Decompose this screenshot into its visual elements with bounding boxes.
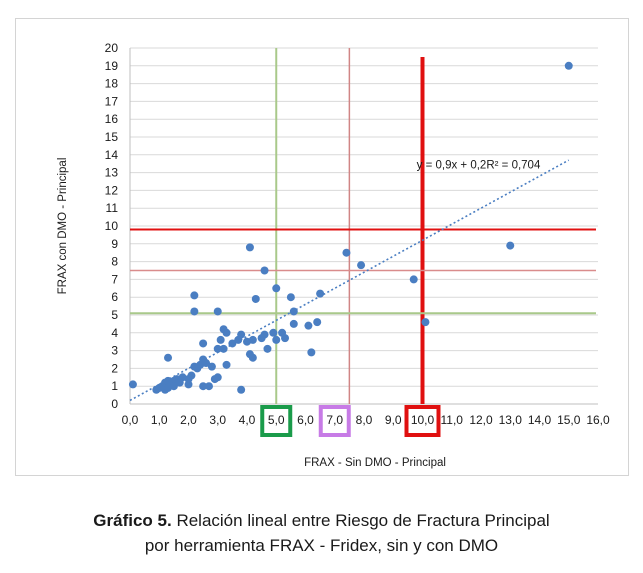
caption-line2: por herramienta FRAX - Fridex, sin y con… (144, 536, 499, 555)
caption-line1: Relación lineal entre Riesgo de Fractura… (171, 511, 550, 530)
data-point (289, 319, 298, 328)
data-point (506, 241, 515, 250)
data-point (251, 294, 260, 303)
data-point (260, 330, 269, 339)
data-point (286, 293, 295, 302)
data-point (357, 261, 366, 270)
x-tick-label: 1,0 (151, 413, 168, 427)
tick-highlight-box (404, 405, 441, 437)
y-tick-label: 7 (111, 272, 118, 286)
x-tick-label: 16,0 (586, 413, 610, 427)
data-point (190, 307, 199, 316)
y-tick-label: 11 (106, 201, 119, 215)
y-tick-label: 15 (105, 130, 119, 144)
y-tick-label: 12 (105, 183, 119, 197)
y-tick-label: 16 (105, 112, 119, 126)
x-axis-title: FRAX - Sin DMO - Principal (304, 457, 446, 469)
y-tick-label: 13 (105, 166, 119, 180)
x-tick-label: 3,0 (209, 413, 226, 427)
data-point (237, 385, 246, 394)
y-axis-title: FRAX con DMO - Principal (57, 158, 69, 295)
y-tick-label: 20 (105, 41, 119, 55)
y-tick-label: 17 (105, 94, 119, 108)
figure-caption: Gráfico 5. Relación lineal entre Riesgo … (0, 508, 643, 558)
data-point (222, 360, 231, 369)
x-tick-label: 13,0 (499, 413, 523, 427)
data-point (245, 243, 254, 252)
data-point (128, 380, 137, 389)
x-tick-label: 11,0 (441, 413, 464, 427)
data-point (421, 318, 430, 327)
data-point (199, 339, 208, 348)
y-tick-label: 10 (105, 219, 119, 233)
data-point (216, 335, 225, 344)
y-tick-label: 1 (111, 379, 118, 393)
data-point (164, 353, 173, 362)
x-tick-label: 14,0 (528, 413, 552, 427)
trend-equation: y = 0,9x + 0,2R² = 0,704 (417, 160, 541, 172)
y-tick-label: 0 (111, 397, 118, 411)
data-point (187, 371, 196, 380)
data-point (213, 373, 222, 382)
data-point (269, 328, 278, 337)
y-tick-label: 18 (105, 77, 119, 91)
x-tick-label: 6,0 (297, 413, 314, 427)
tick-highlight-box (318, 405, 351, 437)
data-point (228, 339, 237, 348)
data-point (213, 344, 222, 353)
y-tick-label: 2 (111, 361, 118, 375)
data-point (564, 61, 573, 70)
data-point (281, 334, 290, 343)
y-tick-label: 5 (111, 308, 118, 322)
data-point (272, 335, 281, 344)
data-point (260, 266, 269, 275)
data-point (313, 318, 322, 327)
y-tick-label: 6 (111, 290, 118, 304)
x-tick-label: 15,0 (557, 413, 581, 427)
y-tick-label: 14 (105, 148, 119, 162)
x-tick-label: 9,0 (385, 413, 402, 427)
data-point (316, 289, 325, 298)
data-point (248, 353, 257, 362)
x-tick-label: 0,0 (122, 413, 139, 427)
data-point (409, 275, 418, 284)
data-point (237, 330, 246, 339)
data-point (219, 344, 228, 353)
data-point (213, 307, 222, 316)
data-point (202, 359, 211, 368)
data-point (263, 344, 272, 353)
x-tick-label: 5,0 (268, 413, 285, 427)
caption-label: Gráfico 5. (93, 511, 172, 530)
y-tick-label: 19 (105, 59, 119, 73)
x-tick-label: 10,0 (411, 413, 435, 427)
x-tick-label: 4,0 (239, 413, 256, 427)
y-tick-label: 9 (111, 237, 118, 251)
data-point (204, 382, 213, 391)
y-tick-label: 3 (111, 344, 118, 358)
tick-highlight-box (260, 405, 293, 437)
y-tick-label: 4 (111, 326, 118, 340)
y-tick-label: 8 (111, 255, 118, 269)
data-point (289, 307, 298, 316)
x-tick-label: 12,0 (469, 413, 493, 427)
x-tick-label: 7,0 (326, 413, 343, 427)
x-tick-label: 8,0 (356, 413, 373, 427)
data-point (190, 291, 199, 300)
data-point (169, 382, 178, 391)
data-point (307, 348, 316, 357)
data-point (342, 248, 351, 257)
data-point (248, 335, 257, 344)
data-point (222, 328, 231, 337)
chart-frame: 0 1 2 3 4 5 6 7 8 9 10 11 12 13 14 15 16 17 18 19 20 0,0 1,0 2,… (15, 18, 629, 476)
x-tick-label: 2,0 (180, 413, 197, 427)
data-point (272, 284, 281, 293)
data-point (207, 362, 216, 371)
data-point (304, 321, 313, 330)
data-point (199, 382, 208, 391)
